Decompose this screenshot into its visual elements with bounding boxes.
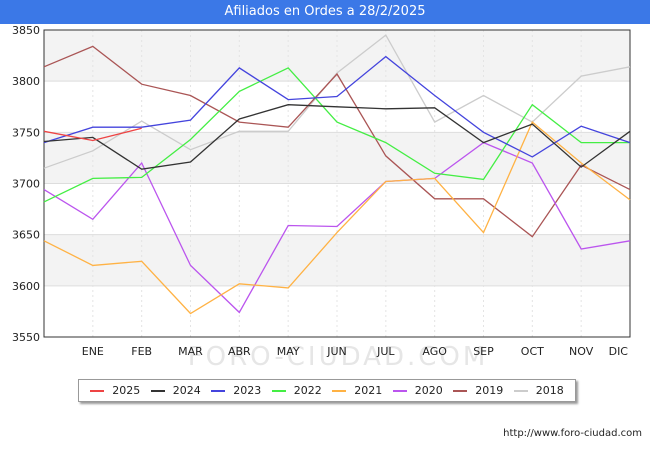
legend-label: 2023 xyxy=(233,384,262,397)
legend-label: 2020 xyxy=(414,384,443,397)
x-tick-label: DIC xyxy=(609,345,629,358)
x-tick-label: FEB xyxy=(131,345,152,358)
legend-item-2023: 2023 xyxy=(211,384,261,397)
chart-title: Afiliados en Ordes a 28/2/2025 xyxy=(0,0,650,24)
y-tick-label: 3800 xyxy=(12,75,40,88)
x-tick-label: AGO xyxy=(422,345,447,358)
x-tick-label: MAY xyxy=(277,345,300,358)
x-axis: ENE FEB MAR ABR MAY JUN JUL AGO SEP OCT NOV DIC xyxy=(82,345,629,358)
x-tick-label: SEP xyxy=(473,345,494,358)
legend-item-2018: 2018 xyxy=(513,384,564,397)
legend-swatch xyxy=(211,389,226,392)
legend-label: 2022 xyxy=(293,384,322,397)
legend-label: 2019 xyxy=(475,384,504,397)
series-line-2022 xyxy=(43,67,630,203)
y-tick-label: 3550 xyxy=(12,331,40,344)
legend-item-2019: 2019 xyxy=(453,384,503,397)
legend: 2025 2024 2023 2022 2021 2020 2019 2018 xyxy=(78,379,576,402)
legend-label: 2025 xyxy=(112,384,141,397)
legend-swatch xyxy=(453,389,468,392)
x-tick-label: JUN xyxy=(326,345,347,358)
source-link[interactable]: http://www.foro-ciudad.com xyxy=(503,428,642,439)
series-line-2019 xyxy=(43,45,631,238)
series-line-2025 xyxy=(43,127,142,142)
legend-item-2025: 2025 xyxy=(90,384,140,397)
legend-swatch xyxy=(150,389,165,392)
legend-label: 2021 xyxy=(354,384,383,397)
y-tick-label: 3600 xyxy=(12,280,40,293)
legend-swatch xyxy=(90,389,105,392)
series-layer xyxy=(43,34,631,315)
legend-item-2021: 2021 xyxy=(332,384,382,397)
x-tick-label: ENE xyxy=(82,345,104,358)
legend-label: 2018 xyxy=(535,384,564,397)
legend-label: 2024 xyxy=(172,384,201,397)
legend-item-2022: 2022 xyxy=(271,384,322,397)
plot-border xyxy=(43,29,631,338)
x-tick-label: OCT xyxy=(521,345,544,358)
y-tick-label: 3700 xyxy=(12,178,40,191)
series-line-2021 xyxy=(43,121,631,315)
legend-swatch xyxy=(513,389,528,392)
x-tick-label: NOV xyxy=(569,345,594,358)
legend-item-2020: 2020 xyxy=(392,384,443,397)
legend-swatch xyxy=(392,389,407,392)
watermark: FORO-CIUDAD.COM xyxy=(188,342,489,372)
series-line-2020 xyxy=(43,141,631,314)
x-tick-label: MAR xyxy=(178,345,203,358)
legend-swatch xyxy=(271,389,286,392)
x-tick-label: JUL xyxy=(376,345,395,358)
series-line-2024 xyxy=(43,104,631,170)
x-tick-label: ABR xyxy=(228,345,251,358)
legend-item-2024: 2024 xyxy=(150,384,201,397)
y-axis: 3550 3600 3650 3700 3750 3800 3850 xyxy=(12,24,40,344)
legend-swatch xyxy=(332,389,347,392)
series-line-2023 xyxy=(43,55,631,158)
y-tick-label: 3850 xyxy=(12,24,40,37)
grid-lines xyxy=(43,29,631,338)
y-tick-label: 3650 xyxy=(12,229,40,242)
y-tick-label: 3750 xyxy=(12,126,40,139)
